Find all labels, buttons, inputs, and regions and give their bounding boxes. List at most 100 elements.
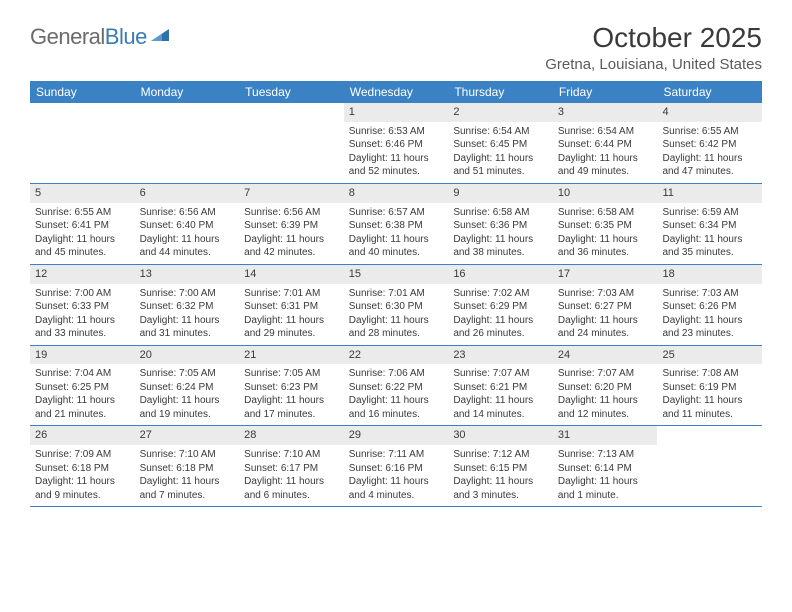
day-cell: 11Sunrise: 6:59 AMSunset: 6:34 PMDayligh… xyxy=(657,184,762,264)
logo-text-blue: Blue xyxy=(105,24,147,49)
day-cell xyxy=(30,103,135,183)
day-detail: Sunrise: 7:11 AMSunset: 6:16 PMDaylight:… xyxy=(344,445,449,506)
day-header-fri: Friday xyxy=(553,81,658,103)
day-cell: 19Sunrise: 7:04 AMSunset: 6:25 PMDayligh… xyxy=(30,346,135,426)
day-detail: Sunrise: 7:05 AMSunset: 6:24 PMDaylight:… xyxy=(135,364,240,425)
day-number: 7 xyxy=(239,184,344,203)
day-number: 26 xyxy=(30,426,135,445)
day-number: 24 xyxy=(553,346,658,365)
day-cell: 20Sunrise: 7:05 AMSunset: 6:24 PMDayligh… xyxy=(135,346,240,426)
day-cell: 9Sunrise: 6:58 AMSunset: 6:36 PMDaylight… xyxy=(448,184,553,264)
day-number: 6 xyxy=(135,184,240,203)
day-headers-row: Sunday Monday Tuesday Wednesday Thursday… xyxy=(30,81,762,103)
day-cell: 27Sunrise: 7:10 AMSunset: 6:18 PMDayligh… xyxy=(135,426,240,506)
logo-text: GeneralBlue xyxy=(30,24,147,50)
day-number: 27 xyxy=(135,426,240,445)
day-cell: 31Sunrise: 7:13 AMSunset: 6:14 PMDayligh… xyxy=(553,426,658,506)
logo: GeneralBlue xyxy=(30,24,173,50)
day-header-mon: Monday xyxy=(135,81,240,103)
day-cell: 14Sunrise: 7:01 AMSunset: 6:31 PMDayligh… xyxy=(239,265,344,345)
day-cell: 26Sunrise: 7:09 AMSunset: 6:18 PMDayligh… xyxy=(30,426,135,506)
day-detail: Sunrise: 7:00 AMSunset: 6:33 PMDaylight:… xyxy=(30,284,135,345)
day-number: 22 xyxy=(344,346,449,365)
day-number: 15 xyxy=(344,265,449,284)
day-detail: Sunrise: 6:58 AMSunset: 6:35 PMDaylight:… xyxy=(553,203,658,264)
day-cell: 10Sunrise: 6:58 AMSunset: 6:35 PMDayligh… xyxy=(553,184,658,264)
day-cell: 18Sunrise: 7:03 AMSunset: 6:26 PMDayligh… xyxy=(657,265,762,345)
day-detail: Sunrise: 7:12 AMSunset: 6:15 PMDaylight:… xyxy=(448,445,553,506)
day-number xyxy=(30,103,135,122)
day-header-sat: Saturday xyxy=(657,81,762,103)
day-detail: Sunrise: 7:10 AMSunset: 6:18 PMDaylight:… xyxy=(135,445,240,506)
day-number: 23 xyxy=(448,346,553,365)
location: Gretna, Louisiana, United States xyxy=(545,56,762,73)
day-detail: Sunrise: 7:00 AMSunset: 6:32 PMDaylight:… xyxy=(135,284,240,345)
day-detail: Sunrise: 7:09 AMSunset: 6:18 PMDaylight:… xyxy=(30,445,135,506)
day-detail: Sunrise: 6:56 AMSunset: 6:40 PMDaylight:… xyxy=(135,203,240,264)
calendar: Sunday Monday Tuesday Wednesday Thursday… xyxy=(30,81,762,507)
header: GeneralBlue October 2025 Gretna, Louisia… xyxy=(30,22,762,73)
day-cell: 12Sunrise: 7:00 AMSunset: 6:33 PMDayligh… xyxy=(30,265,135,345)
day-number xyxy=(657,426,762,445)
triangle-icon xyxy=(151,27,173,48)
day-cell: 3Sunrise: 6:54 AMSunset: 6:44 PMDaylight… xyxy=(553,103,658,183)
day-cell: 25Sunrise: 7:08 AMSunset: 6:19 PMDayligh… xyxy=(657,346,762,426)
day-detail: Sunrise: 7:03 AMSunset: 6:27 PMDaylight:… xyxy=(553,284,658,345)
day-header-wed: Wednesday xyxy=(344,81,449,103)
logo-text-gray: General xyxy=(30,24,105,49)
day-number: 30 xyxy=(448,426,553,445)
day-number: 10 xyxy=(553,184,658,203)
week-row: 19Sunrise: 7:04 AMSunset: 6:25 PMDayligh… xyxy=(30,346,762,427)
day-detail: Sunrise: 7:07 AMSunset: 6:20 PMDaylight:… xyxy=(553,364,658,425)
calendar-page: GeneralBlue October 2025 Gretna, Louisia… xyxy=(0,0,792,527)
day-number: 31 xyxy=(553,426,658,445)
day-cell xyxy=(135,103,240,183)
day-number: 5 xyxy=(30,184,135,203)
title-block: October 2025 Gretna, Louisiana, United S… xyxy=(545,22,762,73)
day-detail: Sunrise: 7:02 AMSunset: 6:29 PMDaylight:… xyxy=(448,284,553,345)
day-number: 8 xyxy=(344,184,449,203)
day-cell: 8Sunrise: 6:57 AMSunset: 6:38 PMDaylight… xyxy=(344,184,449,264)
day-cell: 4Sunrise: 6:55 AMSunset: 6:42 PMDaylight… xyxy=(657,103,762,183)
day-number: 21 xyxy=(239,346,344,365)
day-number: 2 xyxy=(448,103,553,122)
week-row: 1Sunrise: 6:53 AMSunset: 6:46 PMDaylight… xyxy=(30,103,762,184)
day-number: 1 xyxy=(344,103,449,122)
week-row: 12Sunrise: 7:00 AMSunset: 6:33 PMDayligh… xyxy=(30,265,762,346)
day-detail: Sunrise: 6:58 AMSunset: 6:36 PMDaylight:… xyxy=(448,203,553,264)
day-detail: Sunrise: 7:06 AMSunset: 6:22 PMDaylight:… xyxy=(344,364,449,425)
day-number: 17 xyxy=(553,265,658,284)
day-detail xyxy=(30,122,135,129)
day-cell xyxy=(657,426,762,506)
day-cell: 1Sunrise: 6:53 AMSunset: 6:46 PMDaylight… xyxy=(344,103,449,183)
day-cell: 16Sunrise: 7:02 AMSunset: 6:29 PMDayligh… xyxy=(448,265,553,345)
day-cell: 7Sunrise: 6:56 AMSunset: 6:39 PMDaylight… xyxy=(239,184,344,264)
day-detail: Sunrise: 7:01 AMSunset: 6:30 PMDaylight:… xyxy=(344,284,449,345)
day-cell: 24Sunrise: 7:07 AMSunset: 6:20 PMDayligh… xyxy=(553,346,658,426)
day-number: 9 xyxy=(448,184,553,203)
day-number: 18 xyxy=(657,265,762,284)
day-number: 3 xyxy=(553,103,658,122)
month-title: October 2025 xyxy=(545,22,762,54)
day-detail: Sunrise: 7:03 AMSunset: 6:26 PMDaylight:… xyxy=(657,284,762,345)
day-header-thu: Thursday xyxy=(448,81,553,103)
day-detail: Sunrise: 7:10 AMSunset: 6:17 PMDaylight:… xyxy=(239,445,344,506)
day-number: 13 xyxy=(135,265,240,284)
day-number xyxy=(135,103,240,122)
weeks-container: 1Sunrise: 6:53 AMSunset: 6:46 PMDaylight… xyxy=(30,103,762,507)
day-cell: 22Sunrise: 7:06 AMSunset: 6:22 PMDayligh… xyxy=(344,346,449,426)
day-number: 29 xyxy=(344,426,449,445)
day-detail: Sunrise: 6:59 AMSunset: 6:34 PMDaylight:… xyxy=(657,203,762,264)
day-detail: Sunrise: 6:54 AMSunset: 6:44 PMDaylight:… xyxy=(553,122,658,183)
day-detail xyxy=(657,445,762,452)
day-header-tue: Tuesday xyxy=(239,81,344,103)
day-detail: Sunrise: 6:53 AMSunset: 6:46 PMDaylight:… xyxy=(344,122,449,183)
day-number: 28 xyxy=(239,426,344,445)
day-detail: Sunrise: 7:05 AMSunset: 6:23 PMDaylight:… xyxy=(239,364,344,425)
day-number: 4 xyxy=(657,103,762,122)
week-row: 26Sunrise: 7:09 AMSunset: 6:18 PMDayligh… xyxy=(30,426,762,507)
day-cell xyxy=(239,103,344,183)
day-cell: 2Sunrise: 6:54 AMSunset: 6:45 PMDaylight… xyxy=(448,103,553,183)
day-header-sun: Sunday xyxy=(30,81,135,103)
day-detail: Sunrise: 7:08 AMSunset: 6:19 PMDaylight:… xyxy=(657,364,762,425)
